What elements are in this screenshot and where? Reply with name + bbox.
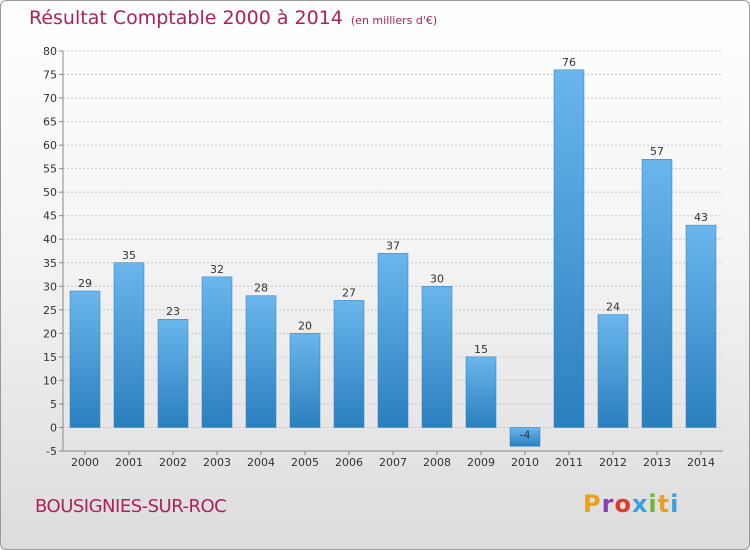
logo-letter: i: [648, 490, 658, 518]
bar-2006[interactable]: [333, 300, 365, 428]
value-label-2013: 57: [650, 145, 664, 158]
chart-title: Résultat Comptable 2000 à 2014 (en millie…: [29, 7, 437, 29]
bar-2009[interactable]: [465, 356, 497, 428]
y-tick-label: 15: [43, 351, 57, 364]
y-tick-label: -5: [46, 445, 57, 458]
y-tick-label: 80: [43, 45, 57, 58]
bar-2010[interactable]: [509, 427, 541, 447]
y-tick-label: 20: [43, 327, 57, 340]
value-label-2002: 23: [166, 305, 180, 318]
value-label-2007: 37: [386, 239, 400, 252]
x-tick-label: 2013: [643, 456, 671, 469]
value-label-2001: 35: [122, 249, 136, 262]
y-tick-label: 5: [50, 398, 57, 411]
y-tick-label: 30: [43, 280, 57, 293]
y-tick-label: 10: [43, 374, 57, 387]
value-label-2011: 76: [562, 56, 576, 69]
logo-letter: r: [601, 490, 615, 518]
y-tick-label: 45: [43, 210, 57, 223]
y-tick-label: 75: [43, 69, 57, 82]
logo-letter: i: [670, 490, 680, 518]
y-tick-label: 40: [43, 233, 57, 246]
bar-2001[interactable]: [113, 262, 145, 428]
x-tick-label: 2011: [555, 456, 583, 469]
chart-unit: (en milliers d'€): [350, 14, 438, 27]
value-label-2000: 29: [78, 277, 92, 290]
bar-2000[interactable]: [69, 290, 101, 428]
y-tick-label: 0: [50, 421, 57, 434]
proxiti-logo[interactable]: Proxiti: [583, 490, 679, 518]
value-label-2003: 32: [210, 263, 224, 276]
y-tick-label: 60: [43, 139, 57, 152]
x-tick-label: 2009: [467, 456, 495, 469]
bar-2012[interactable]: [597, 314, 629, 428]
bar-2008[interactable]: [421, 286, 453, 428]
x-tick-label: 2002: [159, 456, 187, 469]
bar-2004[interactable]: [245, 295, 277, 428]
chart-title-text: Résultat Comptable 2000 à 2014: [29, 7, 343, 29]
value-label-2010: -4: [520, 428, 531, 441]
x-tick-label: 2010: [511, 456, 539, 469]
bar-2007[interactable]: [377, 253, 409, 428]
x-tick-label: 2008: [423, 456, 451, 469]
value-label-2005: 20: [298, 319, 312, 332]
bar-2005[interactable]: [289, 333, 321, 428]
y-tick-label: 50: [43, 186, 57, 199]
y-tick-label: 70: [43, 92, 57, 105]
x-tick-label: 2001: [115, 456, 143, 469]
axes: -5 0 5 10 15 20 25 30 35 40 45 50 55 60 65 70 75 80 2000 20…: [43, 45, 723, 469]
bar-2003[interactable]: [201, 276, 233, 428]
x-tick-label: 2000: [71, 456, 99, 469]
logo-letter: t: [657, 490, 671, 518]
bars: 29 35 23 32 28 20 27 37 30 15 -4 76 24 57 43: [69, 56, 717, 447]
city-name: BOUSIGNIES-SUR-ROC: [35, 496, 227, 517]
bar-2011[interactable]: [553, 69, 585, 428]
value-label-2008: 30: [430, 272, 444, 285]
value-label-2009: 15: [474, 343, 488, 356]
logo-letter: x: [631, 490, 649, 518]
logo-letter: o: [614, 490, 632, 518]
x-tick-label: 2004: [247, 456, 275, 469]
value-label-2006: 27: [342, 286, 356, 299]
x-tick-label: 2006: [335, 456, 363, 469]
y-tick-label: 55: [43, 163, 57, 176]
x-tick-label: 2005: [291, 456, 319, 469]
y-tick-label: 25: [43, 304, 57, 317]
bar-2013[interactable]: [641, 158, 673, 428]
x-tick-label: 2014: [687, 456, 715, 469]
bar-2014[interactable]: [685, 224, 717, 428]
x-tick-label: 2012: [599, 456, 627, 469]
value-label-2004: 28: [254, 282, 268, 295]
bar-2002[interactable]: [157, 318, 189, 428]
x-tick-label: 2003: [203, 456, 231, 469]
value-label-2012: 24: [606, 301, 620, 314]
value-label-2014: 43: [694, 211, 708, 224]
logo-letter: P: [583, 490, 602, 518]
y-tick-label: 65: [43, 116, 57, 129]
y-tick-label: 35: [43, 257, 57, 270]
x-tick-label: 2007: [379, 456, 407, 469]
